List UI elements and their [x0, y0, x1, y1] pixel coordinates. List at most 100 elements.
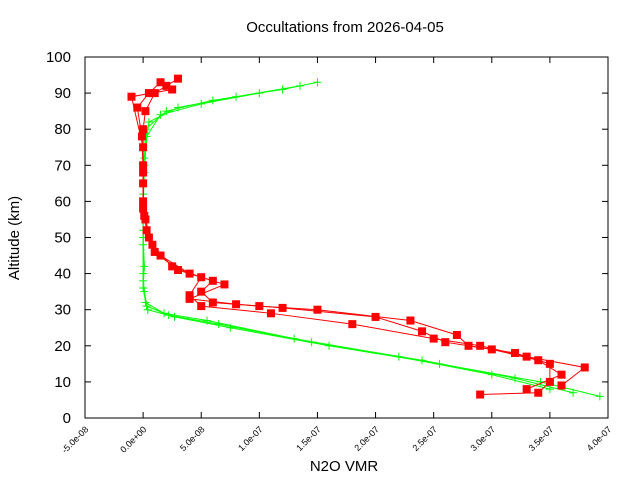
data-point — [173, 74, 182, 83]
data-point — [162, 81, 171, 90]
data-point — [197, 273, 206, 282]
data-point — [522, 352, 531, 361]
data-point — [296, 81, 305, 90]
data-point — [569, 388, 578, 397]
y-tick-label: 80 — [54, 121, 71, 138]
data-point — [487, 370, 496, 379]
y-tick-label: 100 — [46, 49, 71, 66]
data-point — [139, 143, 148, 152]
data-point — [150, 89, 159, 98]
data-point — [160, 309, 169, 318]
data-point — [164, 311, 173, 320]
x-tick-label: 2.0e-07 — [352, 424, 381, 453]
data-point — [406, 316, 415, 325]
x-tick-label: -5.0e-08 — [60, 424, 91, 455]
data-point — [232, 300, 241, 309]
data-point — [141, 107, 150, 116]
x-tick-label: 1.0e-07 — [236, 424, 265, 453]
data-point — [137, 132, 146, 141]
data-point — [522, 385, 531, 394]
y-tick-label: 90 — [54, 85, 71, 102]
y-tick-label: 70 — [54, 157, 71, 174]
series-1 — [127, 74, 589, 399]
data-point — [511, 349, 520, 358]
data-point — [476, 341, 485, 350]
data-point — [156, 78, 165, 87]
data-point — [156, 110, 165, 119]
data-point — [266, 309, 275, 318]
data-point — [140, 154, 149, 163]
data-point — [156, 251, 165, 260]
y-tick-label: 50 — [54, 230, 71, 247]
data-point — [595, 392, 604, 401]
data-point — [140, 211, 149, 220]
data-point — [148, 240, 157, 249]
data-point — [141, 298, 150, 307]
profile-line — [142, 92, 551, 390]
data-point — [290, 334, 299, 343]
chart-title: Occultations from 2026-04-05 — [246, 19, 444, 36]
y-tick-label: 60 — [54, 193, 71, 210]
y-tick-label: 40 — [54, 266, 71, 283]
data-point — [168, 262, 177, 271]
x-tick-label: 0.0e+00 — [118, 424, 148, 454]
x-tick-label: 5.0e-08 — [178, 424, 207, 453]
data-point — [144, 89, 153, 98]
data-point — [139, 204, 148, 213]
data-layer — [127, 74, 604, 401]
data-point — [313, 78, 322, 87]
data-point — [557, 370, 566, 379]
profile-line — [142, 85, 574, 394]
profile-line — [130, 88, 586, 386]
y-tick-label: 20 — [54, 338, 71, 355]
x-tick-label: 4.0e-07 — [585, 424, 614, 453]
data-point — [168, 85, 177, 94]
data-point — [534, 388, 543, 397]
series-0 — [139, 78, 604, 401]
data-point — [487, 345, 496, 354]
profile-line — [136, 81, 563, 390]
data-point — [139, 125, 148, 134]
data-point — [144, 117, 153, 126]
data-point — [545, 385, 554, 394]
data-point — [139, 240, 148, 249]
data-point — [441, 338, 450, 347]
data-point — [139, 276, 148, 285]
axes: -5.0e-08 0.0e+00 5.0e-08 1.0e-07 1.5e-07 2.0e… — [46, 49, 613, 455]
data-point — [139, 179, 148, 188]
y-tick-label: 30 — [54, 302, 71, 319]
data-point — [476, 390, 485, 399]
data-point — [557, 381, 566, 390]
data-point — [140, 262, 149, 271]
data-point — [214, 320, 223, 329]
data-point — [313, 305, 322, 314]
y-tick-label: 10 — [54, 374, 71, 391]
data-point — [255, 89, 264, 98]
data-point — [580, 363, 589, 372]
data-point — [173, 265, 182, 274]
x-tick-label: 3.0e-07 — [469, 424, 498, 453]
data-point — [203, 316, 212, 325]
data-point — [545, 359, 554, 368]
data-point — [429, 334, 438, 343]
x-tick-label: 1.5e-07 — [294, 424, 323, 453]
data-point — [197, 302, 206, 311]
y-tick-label: 0 — [63, 410, 71, 427]
profile-line — [142, 81, 600, 397]
data-point — [133, 103, 142, 112]
data-point — [220, 280, 229, 289]
data-point — [185, 291, 194, 300]
data-point — [545, 377, 554, 386]
x-tick-label: 3.5e-07 — [527, 424, 556, 453]
data-point — [348, 320, 357, 329]
data-point — [142, 226, 151, 235]
x-tick-label: 2.5e-07 — [410, 424, 439, 453]
data-point — [197, 287, 206, 296]
data-point — [452, 330, 461, 339]
data-point — [127, 92, 136, 101]
y-axis-label: Altitude (km) — [6, 196, 23, 280]
data-point — [150, 247, 159, 256]
data-point — [278, 303, 287, 312]
data-point — [534, 356, 543, 365]
